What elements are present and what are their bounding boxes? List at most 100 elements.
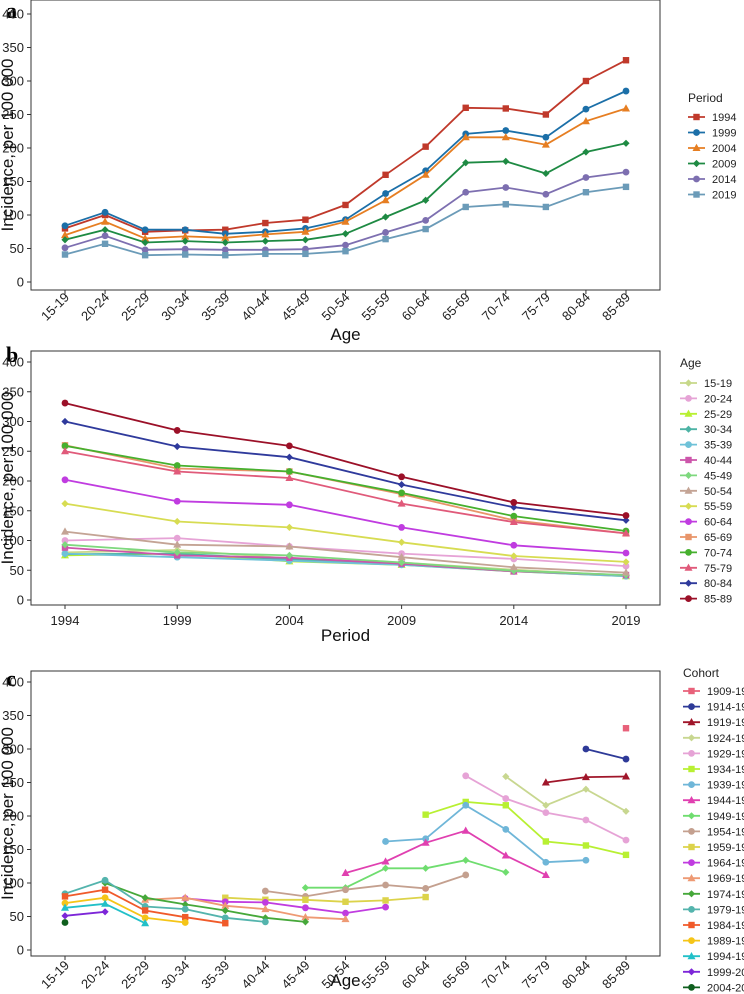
data-point <box>141 238 149 247</box>
legend-label: 85-89 <box>704 594 732 606</box>
data-point <box>342 201 349 209</box>
data-point <box>582 842 590 849</box>
legend-title: Age <box>680 356 702 370</box>
data-point <box>181 237 189 245</box>
legend-label: 1959-1963 <box>707 842 744 854</box>
legend-item: 50-54 <box>680 486 732 498</box>
y-tick-label: 400 <box>2 355 24 370</box>
legend-label: 75-79 <box>704 563 732 575</box>
data-point <box>61 222 69 230</box>
y-tick-label: 300 <box>2 414 24 429</box>
data-point <box>510 503 518 511</box>
y-tick-label: 0 <box>17 275 24 290</box>
data-point <box>101 208 109 216</box>
legend-item: 35-39 <box>680 440 732 452</box>
legend-swatch-marker <box>688 750 695 757</box>
data-point <box>622 562 630 570</box>
series-line <box>64 896 186 924</box>
legend-item: 55-59 <box>680 501 732 513</box>
legend-label: 1984-1988 <box>707 920 744 932</box>
data-point <box>622 168 630 176</box>
legend-item: 30-34 <box>680 424 732 436</box>
data-point <box>61 500 69 508</box>
legend-swatch-marker <box>684 579 693 587</box>
data-point <box>622 57 630 64</box>
data-point <box>221 246 229 254</box>
legend-swatch-marker <box>684 379 693 387</box>
legend-label: 15-19 <box>704 378 732 390</box>
data-point <box>181 893 190 901</box>
data-point <box>302 896 309 903</box>
legend-swatch-marker <box>688 859 695 866</box>
y-tick-label: 0 <box>17 943 24 958</box>
data-point <box>141 919 150 927</box>
data-point <box>581 772 590 781</box>
series-1964-1968 <box>181 895 389 917</box>
data-point <box>141 246 149 254</box>
data-point <box>141 234 150 242</box>
legend-swatch-marker <box>692 159 701 168</box>
data-point <box>181 905 189 913</box>
legend-swatch-marker <box>688 937 695 944</box>
legend-label: 50-54 <box>704 486 732 498</box>
y-tick-label: 250 <box>2 107 24 122</box>
x-tick-label: 2004 <box>275 613 304 628</box>
data-point <box>381 196 390 204</box>
data-point <box>381 213 390 221</box>
data-point <box>502 868 510 876</box>
y-tick-label: 350 <box>2 40 24 55</box>
legend-label: 2004 <box>712 143 736 155</box>
data-point <box>141 907 149 914</box>
series-1994-1998 <box>61 899 150 927</box>
data-point <box>501 133 510 141</box>
series-line <box>64 502 627 563</box>
data-point <box>542 838 550 845</box>
data-point <box>181 919 189 926</box>
data-point <box>510 499 518 506</box>
data-point <box>622 549 630 557</box>
data-point <box>101 876 109 884</box>
data-point <box>382 903 389 911</box>
data-point <box>509 563 518 571</box>
y-tick-label: 0 <box>17 593 24 608</box>
legend-item: 1919-1923 <box>683 717 744 729</box>
y-tick-label: 100 <box>2 876 24 891</box>
data-point <box>302 904 309 912</box>
data-point <box>342 898 349 905</box>
data-point <box>101 894 109 902</box>
data-point <box>382 881 389 889</box>
y-tick-label: 50 <box>10 909 24 924</box>
data-point <box>462 104 469 111</box>
legend-item: 45-49 <box>680 470 732 482</box>
data-point <box>502 184 510 191</box>
data-point <box>341 914 350 923</box>
legend-label: 1914-1918 <box>707 702 744 714</box>
data-point <box>397 552 406 561</box>
data-point <box>398 538 406 546</box>
data-point <box>141 894 149 902</box>
data-point <box>101 217 110 225</box>
series-1919-1923 <box>541 772 630 786</box>
series-line <box>305 859 507 889</box>
y-tick-label: 200 <box>2 809 24 824</box>
data-point <box>173 467 182 475</box>
legend-swatch-marker <box>687 952 696 960</box>
data-point <box>221 233 230 241</box>
data-point <box>541 778 550 786</box>
data-point <box>101 886 109 893</box>
data-point <box>301 236 310 244</box>
legend-label: 55-59 <box>704 501 732 513</box>
data-point <box>582 105 590 113</box>
series-1939-1943 <box>382 801 590 866</box>
legend-item: 1999-2003 <box>683 967 744 979</box>
data-point <box>221 906 229 915</box>
legend-item: 1994-1998 <box>683 951 744 963</box>
legend-item: 1959-1963 <box>683 842 744 854</box>
data-point <box>582 148 590 156</box>
data-point <box>173 534 181 542</box>
y-tick-label: 150 <box>2 503 24 518</box>
data-point <box>622 139 630 147</box>
series-line <box>185 897 386 915</box>
data-point <box>542 111 550 118</box>
